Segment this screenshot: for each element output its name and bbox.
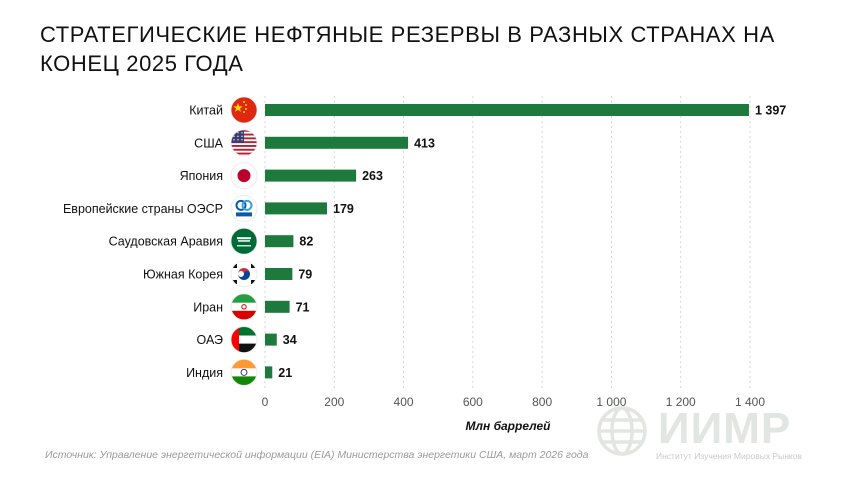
usa-flag-icon: [230, 129, 258, 157]
bar-value-label: 21: [278, 366, 292, 380]
x-tick-label: 1 200: [666, 395, 696, 409]
x-tick-label: 600: [463, 395, 483, 409]
bar: [265, 104, 749, 116]
category-label: Саудовская Аравия: [109, 235, 223, 249]
bar: [265, 169, 357, 182]
bar-value-label: 179: [333, 202, 354, 216]
category-label: Япония: [180, 169, 223, 183]
category-label: Южная Корея: [143, 268, 223, 282]
india-flag-icon: [230, 358, 258, 386]
x-tick-label: 800: [532, 395, 552, 409]
institute-logo: ИИМР Институт Изучения Мировых Рынков: [590, 404, 830, 464]
bar: [265, 268, 293, 280]
logo-text: ИИМР: [658, 404, 792, 453]
bar: [265, 300, 290, 313]
x-tick-label: 1 000: [596, 395, 626, 409]
bar: [265, 366, 273, 379]
source-note: Источник: Управление энергетической инфо…: [45, 449, 589, 461]
oecd-logo-icon: [230, 194, 258, 222]
x-tick-label: 0: [262, 395, 269, 409]
category-label: Индия: [186, 366, 223, 380]
x-tick-label: 400: [394, 395, 414, 409]
japan-flag-icon: [230, 162, 258, 190]
chart-title: Стратегические нефтяные резервы в разных…: [40, 22, 775, 76]
saudi-arabia-flag-icon: [230, 227, 258, 255]
category-label: Китай: [189, 104, 223, 118]
bar-value-label: 413: [414, 136, 435, 150]
category-label: Европейские страны ОЭСР: [63, 202, 223, 216]
iran-flag-icon: [230, 293, 258, 321]
uae-flag-icon: [230, 326, 258, 354]
bar-value-label: 1 397: [755, 104, 786, 118]
bar: [265, 202, 328, 215]
china-flag-icon: [230, 96, 258, 124]
bar-value-label: 79: [298, 268, 312, 282]
bar-value-label: 34: [283, 333, 297, 347]
globe-icon: [597, 406, 647, 456]
x-tick-label: 200: [324, 395, 344, 409]
category-label: Иран: [193, 300, 223, 314]
bar: [265, 235, 294, 248]
south-korea-flag-icon: [230, 260, 258, 288]
bar: [265, 333, 277, 346]
x-axis-label: Млн баррелей: [466, 419, 552, 433]
category-label: США: [194, 136, 223, 150]
bar-value-label: 82: [299, 235, 313, 249]
x-tick-label: 1 400: [735, 395, 765, 409]
category-label: ОАЭ: [197, 333, 224, 347]
bar-value-label: 71: [296, 300, 310, 314]
bar-value-label: 263: [362, 169, 383, 183]
logo-subtitle: Институт Изучения Мировых Рынков: [656, 451, 802, 461]
bar: [265, 136, 409, 149]
